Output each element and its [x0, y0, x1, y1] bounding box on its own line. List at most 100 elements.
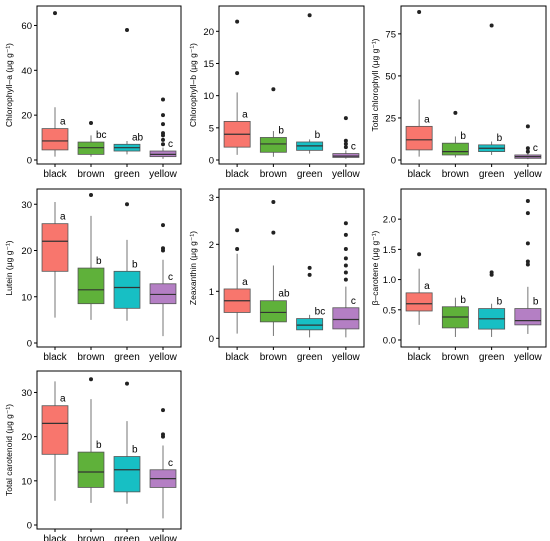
chart-panel: 0 5 10 15 20 Chlorophyll–b (μg g⁻¹) black brown… — [188, 5, 365, 180]
x-tick-label: brown — [260, 169, 287, 180]
plot-frame — [400, 5, 547, 165]
x-tick-label: yellow — [149, 169, 178, 180]
plot-frame — [36, 188, 182, 348]
outlier-point — [125, 27, 129, 32]
significance-letter: b — [460, 131, 466, 142]
significance-letter: a — [424, 114, 430, 125]
y-tick-label: 20 — [203, 27, 214, 38]
y-tick-label: 0 — [27, 156, 32, 167]
significance-letter: a — [242, 109, 248, 120]
y-tick-label: 10 — [21, 292, 32, 303]
outlier-point — [235, 71, 240, 76]
y-tick-label: 0 — [209, 334, 214, 345]
outlier-point — [343, 221, 348, 226]
x-tick-label: yellow — [514, 352, 543, 363]
y-tick-label: 0 — [391, 156, 396, 167]
box-iqr — [259, 300, 287, 323]
box-brown: ab — [259, 200, 290, 336]
outlier-point — [307, 265, 312, 270]
x-tick-label: brown — [77, 534, 104, 541]
outlier-point — [343, 263, 348, 268]
outlier-point — [307, 13, 312, 18]
significance-letter: b — [497, 133, 503, 144]
box-black: a — [41, 11, 69, 157]
y-tick-label: 1 — [209, 287, 214, 298]
outlier-point — [343, 141, 348, 146]
y-tick-label: 0.5 — [383, 305, 396, 316]
outlier-point — [489, 23, 494, 28]
x-tick-label: green — [114, 534, 140, 541]
y-tick-label: 1.5 — [383, 245, 396, 256]
significance-letter: c — [351, 296, 356, 307]
outlier-point — [489, 270, 494, 275]
box-iqr — [77, 267, 105, 305]
significance-letter: b — [96, 440, 102, 451]
box-yellow: c — [149, 408, 177, 519]
y-tick-label: 0.0 — [383, 335, 396, 346]
x-tick-label: brown — [442, 169, 469, 180]
plot-frame — [36, 5, 182, 165]
y-tick-label: 20 — [21, 432, 32, 443]
x-tick-label: yellow — [332, 352, 361, 363]
y-axis-label: Chlorophyll–a (μg g⁻¹) — [4, 43, 14, 127]
outlier-point — [161, 142, 165, 147]
chart-panel: 0 10 20 30 Total carotenoid (μg g⁻¹) black bro… — [4, 370, 182, 541]
x-tick-label: green — [479, 352, 505, 363]
outlier-point — [161, 223, 165, 228]
x-tick-label: black — [407, 169, 431, 180]
box-brown: b — [259, 87, 287, 157]
box-iqr — [113, 270, 141, 309]
outlier-point — [417, 252, 422, 257]
plot-frame — [218, 5, 365, 165]
y-tick-label: 1.0 — [383, 275, 396, 286]
significance-letter: c — [168, 272, 173, 283]
significance-letter: b — [132, 445, 138, 456]
significance-letter: c — [533, 143, 538, 154]
outlier-point — [525, 149, 530, 154]
y-axis-label: Total chlorophyll (μg g⁻¹) — [370, 38, 380, 131]
outlier-point — [525, 262, 530, 267]
box-black: a — [41, 381, 69, 501]
x-tick-label: brown — [442, 352, 469, 363]
significance-letter: b — [315, 130, 321, 141]
outlier-point — [161, 432, 165, 437]
box-iqr — [332, 153, 360, 158]
outlier-point — [271, 230, 276, 235]
y-tick-label: 20 — [21, 111, 32, 122]
outlier-point — [235, 247, 240, 252]
outlier-point — [343, 145, 348, 150]
box-black: a — [41, 201, 69, 318]
x-tick-label: green — [114, 352, 140, 363]
chart-panel: 0 10 20 30 Lutein (μg g⁻¹) black brown green yel… — [4, 188, 182, 363]
significance-letter: c — [168, 139, 173, 150]
outlier-point — [161, 137, 165, 142]
outlier-point — [343, 256, 348, 261]
outlier-point — [525, 199, 530, 204]
significance-letter: ab — [132, 132, 144, 143]
x-tick-label: yellow — [149, 534, 178, 541]
x-tick-label: black — [407, 352, 431, 363]
y-tick-label: 2 — [209, 240, 214, 251]
box-green: ab — [113, 27, 144, 155]
box-black: a — [405, 10, 433, 157]
box-iqr — [405, 292, 433, 312]
x-tick-label: yellow — [514, 169, 543, 180]
box-iqr — [405, 125, 433, 151]
box-green: bc — [296, 265, 325, 338]
box-yellow: c — [514, 124, 542, 160]
outlier-point — [271, 200, 276, 205]
y-tick-label: 3 — [209, 193, 214, 204]
outlier-point — [235, 19, 240, 24]
x-tick-label: green — [297, 352, 323, 363]
box-green: b — [113, 381, 141, 504]
box-brown: b — [441, 110, 469, 158]
significance-letter: a — [60, 212, 66, 223]
outlier-point — [271, 87, 276, 92]
box-iqr — [113, 456, 141, 493]
x-tick-label: black — [43, 534, 67, 541]
y-tick-label: 10 — [203, 91, 214, 102]
x-tick-label: yellow — [149, 352, 178, 363]
box-yellow: c — [332, 116, 360, 159]
x-tick-label: yellow — [332, 169, 361, 180]
x-tick-label: green — [297, 169, 323, 180]
